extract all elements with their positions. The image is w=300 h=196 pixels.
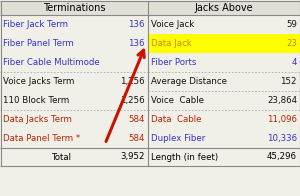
- Text: 1,256: 1,256: [120, 96, 145, 105]
- Text: 59: 59: [286, 20, 297, 29]
- Text: 136: 136: [128, 39, 145, 48]
- Text: Length (in feet): Length (in feet): [151, 152, 218, 162]
- Text: Data Jack: Data Jack: [151, 39, 192, 48]
- Text: 584: 584: [128, 115, 145, 124]
- Text: 23,864: 23,864: [267, 96, 297, 105]
- Text: Data Jacks Term: Data Jacks Term: [3, 115, 72, 124]
- Text: 3,952: 3,952: [121, 152, 145, 162]
- Bar: [148, 1, 300, 15]
- Text: Voice Jacks Term: Voice Jacks Term: [3, 77, 74, 86]
- Bar: [0, 1, 148, 15]
- Text: 45,296: 45,296: [267, 152, 297, 162]
- Text: Total: Total: [52, 152, 72, 162]
- Text: 136: 136: [128, 20, 145, 29]
- Text: Voice Jack: Voice Jack: [151, 20, 194, 29]
- Text: 1,256: 1,256: [120, 77, 145, 86]
- Text: Terminations: Terminations: [43, 3, 105, 13]
- Text: 23: 23: [286, 39, 297, 48]
- Text: Duplex Fiber: Duplex Fiber: [151, 134, 205, 143]
- Bar: [148, 34, 300, 53]
- Text: Fiber Ports: Fiber Ports: [151, 58, 196, 67]
- Text: Voice  Cable: Voice Cable: [151, 96, 204, 105]
- Text: 10,336: 10,336: [267, 134, 297, 143]
- Text: Fiber Cable Multimode: Fiber Cable Multimode: [3, 58, 100, 67]
- Text: Average Distance: Average Distance: [151, 77, 227, 86]
- Text: 110 Block Term: 110 Block Term: [3, 96, 69, 105]
- Text: 11,096: 11,096: [267, 115, 297, 124]
- Text: Fiber Panel Term: Fiber Panel Term: [3, 39, 74, 48]
- Text: Fiber Jack Term: Fiber Jack Term: [3, 20, 68, 29]
- Text: 152: 152: [280, 77, 297, 86]
- Text: 4: 4: [292, 58, 297, 67]
- Text: Data Panel Term *: Data Panel Term *: [3, 134, 80, 143]
- Text: 584: 584: [128, 134, 145, 143]
- Text: Jacks Above: Jacks Above: [195, 3, 253, 13]
- Text: Data  Cable: Data Cable: [151, 115, 202, 124]
